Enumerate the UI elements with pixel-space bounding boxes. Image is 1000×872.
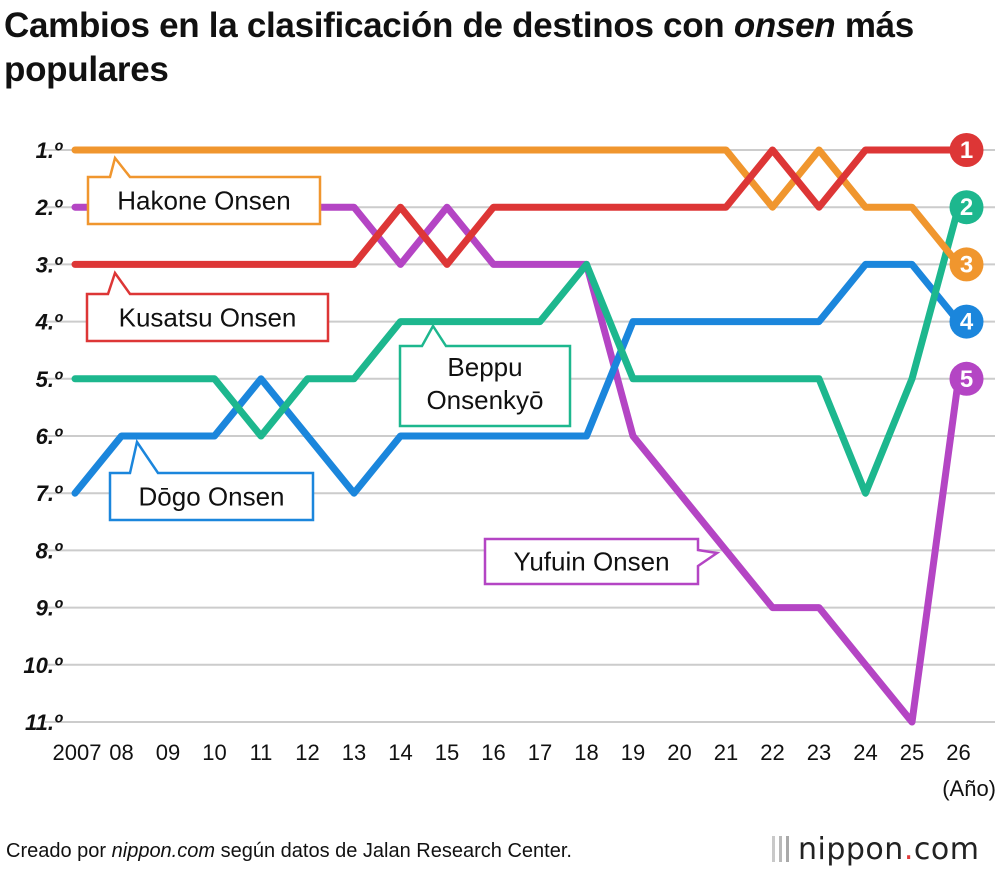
label-text: Hakone Onsen <box>117 186 290 216</box>
x-tick-label: 12 <box>295 740 319 765</box>
x-tick-label: 10 <box>202 740 226 765</box>
x-tick-label: 23 <box>807 740 831 765</box>
x-tick-label: 19 <box>621 740 645 765</box>
x-tick-label: 26 <box>946 740 970 765</box>
x-tick-label: 24 <box>853 740 877 765</box>
y-tick-label: 8.º <box>36 538 63 563</box>
final-rank-number: 3 <box>960 251 973 278</box>
y-tick-label: 2.º <box>35 195 63 220</box>
final-rank-number: 1 <box>960 137 973 164</box>
x-tick-label: 08 <box>109 740 133 765</box>
y-tick-label: 5.º <box>36 367 63 392</box>
series-line-kusatsu <box>71 146 962 268</box>
label-text: Onsenkyō <box>426 385 543 415</box>
label-kusatsu: Kusatsu Onsen <box>85 270 330 343</box>
series-line-hakone <box>71 146 962 268</box>
series-line-yufuin <box>71 203 962 726</box>
nippon-logo[interactable]: nippon.com <box>772 832 979 867</box>
y-tick-label: 10.º <box>23 653 63 678</box>
label-text: Kusatsu Onsen <box>119 303 297 333</box>
label-dogo: Dōgo Onsen <box>108 438 315 522</box>
x-tick-label: 20 <box>667 740 691 765</box>
series-line-dogo <box>71 260 962 497</box>
y-axis-tick-labels: 1.º 2.º 3.º 4.º 5.º 6.º 7.º 8.º 9.º 10.º 11.º <box>23 138 63 735</box>
y-tick-label: 4.º <box>35 310 63 335</box>
label-text: Beppu <box>447 352 522 382</box>
final-rank-marker-hakone <box>949 247 984 282</box>
final-rank-number: 2 <box>960 194 973 221</box>
y-tick-label: 9.º <box>36 596 63 621</box>
label-box <box>86 155 322 226</box>
y-tick-label: 7.º <box>36 481 63 506</box>
source-credit: Creado por nippon.com según datos de Jal… <box>6 840 572 862</box>
y-tick-label: 11.º <box>25 710 63 735</box>
label-box <box>85 270 330 343</box>
label-box <box>398 323 572 428</box>
final-rank-marker-dogo <box>949 304 984 339</box>
label-hakone: Hakone Onsen <box>86 155 322 226</box>
x-tick-label: 16 <box>481 740 505 765</box>
y-tick-label: 6.º <box>36 424 63 449</box>
label-box <box>483 537 721 586</box>
x-tick-label: 21 <box>714 740 738 765</box>
y-tick-label: 1.º <box>36 138 63 163</box>
x-tick-label: 13 <box>342 740 366 765</box>
series-line-beppu <box>71 203 962 497</box>
y-tick-label: 3.º <box>36 252 63 277</box>
final-rank-number: 4 <box>960 309 974 336</box>
x-axis-unit: (Año) <box>942 776 996 801</box>
final-rank-markers: 3 1 2 4 5 <box>949 133 984 396</box>
x-tick-label: 09 <box>156 740 180 765</box>
x-tick-label: 25 <box>900 740 924 765</box>
final-rank-marker-kusatsu <box>949 133 984 167</box>
logo-pillars-icon <box>772 836 794 862</box>
x-tick-label: 14 <box>388 740 412 765</box>
x-tick-label: 18 <box>574 740 598 765</box>
ranking-line-chart: 1.º 2.º 3.º 4.º 5.º 6.º 7.º 8.º 9.º 10.º 11.º 2007… <box>23 133 996 801</box>
chart-title: Cambios en la clasificación de destinos … <box>4 6 914 89</box>
final-rank-marker-yufuin <box>949 361 984 396</box>
x-tick-label: 2007 <box>53 740 102 765</box>
x-tick-label: 11 <box>250 740 273 765</box>
x-tick-label: 22 <box>760 740 784 765</box>
x-tick-label: 17 <box>528 740 552 765</box>
final-rank-number: 5 <box>960 366 973 393</box>
label-box <box>108 438 315 522</box>
label-text: Dōgo Onsen <box>139 482 285 512</box>
final-rank-marker-beppu <box>949 190 984 225</box>
x-axis-tick-labels: 2007 08 09 10 11 12 13 14 15 16 17 18 19 20 21 22 23 24 25… <box>53 740 971 765</box>
label-yufuin: Yufuin Onsen <box>483 537 721 586</box>
credit-link[interactable]: nippon.com <box>111 840 216 862</box>
label-text: Yufuin Onsen <box>513 547 669 577</box>
x-tick-label: 15 <box>435 740 459 765</box>
